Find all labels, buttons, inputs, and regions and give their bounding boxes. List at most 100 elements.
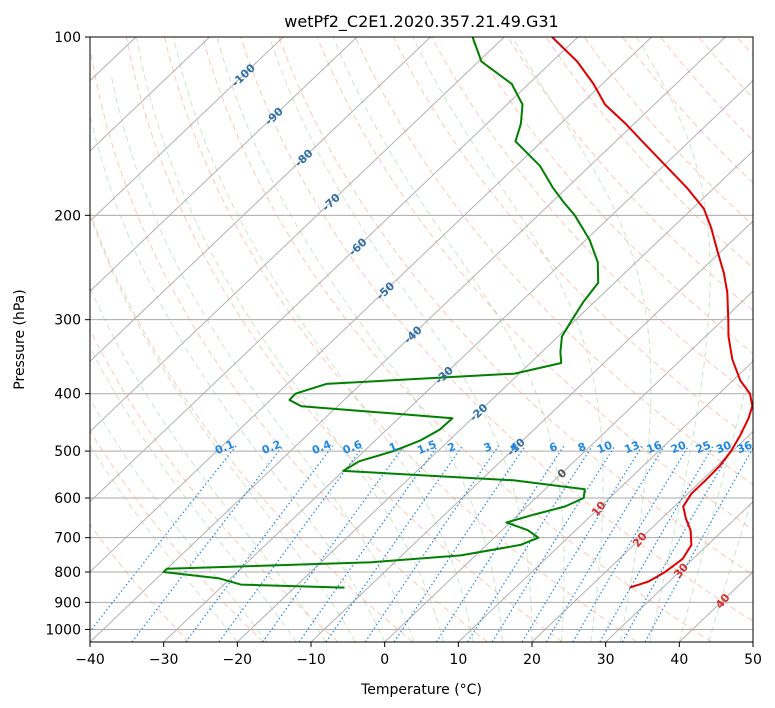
isotherm-line: [457, 360, 753, 642]
dry-adiabat-line: [125, 37, 563, 642]
moist-adiabat-line: [110, 72, 415, 642]
plot-frame: [89, 36, 754, 643]
mixing-ratio-label: 16: [645, 438, 664, 456]
mixing-ratio-line: [90, 445, 237, 633]
mixing-ratio-line: [435, 445, 565, 642]
x-tick-label: −20: [223, 652, 253, 668]
dry-adiabat-line: [660, 37, 753, 142]
moist-adiabat-line: [636, 37, 711, 642]
x-axis-label: Temperature (°C): [360, 682, 482, 698]
line-labels: -100-90-80-70-60-50-40-30-20-10010203040…: [213, 61, 753, 611]
moist-adiabat-line: [511, 37, 652, 642]
x-tick-label: −30: [149, 652, 179, 668]
dry-adiabat-line: [354, 37, 753, 486]
moist-adiabat-line: [172, 37, 474, 642]
x-tick-label: 50: [744, 652, 762, 668]
mixing-ratio-label: 8: [576, 440, 588, 455]
mixing-ratio-label: 0.1: [213, 438, 236, 457]
background-lines: [0, 37, 753, 642]
dewpoint-line: [162, 37, 600, 589]
isotherm-line: [678, 571, 753, 642]
y-tick-label: 800: [54, 565, 81, 581]
isotherm-line: [90, 37, 210, 152]
mixing-ratio-line: [393, 445, 526, 642]
dry-adiabat-line: [90, 523, 190, 642]
mixing-ratio-line: [364, 445, 500, 642]
y-axis-label: Pressure (hPa): [12, 289, 28, 389]
isotherm-line: [90, 37, 431, 363]
plot-area: -100-90-80-70-60-50-40-30-20-10010203040…: [0, 37, 753, 642]
isotherm-line: [90, 37, 579, 503]
dry-adiabat-line: [90, 211, 414, 642]
y-tick-label: 400: [54, 387, 81, 403]
moist-adiabat-line: [90, 346, 297, 642]
moist-adiabat-line: [90, 112, 386, 642]
dry-adiabat-line: [316, 37, 753, 531]
moist-adiabat-line: [678, 355, 753, 642]
x-tick-label: −40: [75, 652, 105, 668]
isotherm-line: [752, 641, 753, 642]
mixing-ratio-label: 3: [482, 440, 494, 455]
dry-adiabat-line: [698, 37, 753, 99]
mixing-ratio-line: [131, 445, 284, 642]
dry-adiabat-line: [90, 45, 488, 642]
moist-adiabat-line: [332, 37, 565, 642]
y-tick-label: 500: [54, 444, 81, 460]
moist-adiabat-line: [412, 37, 604, 642]
temperature-line: [551, 37, 753, 589]
moist-adiabat-line: [90, 397, 268, 642]
isotherm-line: [384, 290, 753, 642]
moist-adiabat-line: [90, 444, 238, 642]
y-tick-label: 300: [54, 313, 81, 329]
isotherm-line: [0, 37, 62, 642]
mixing-ratio-label: 0.2: [260, 438, 283, 457]
isotherm-line: [90, 37, 358, 292]
dry-adiabat-line: [90, 429, 264, 642]
dry-adiabat-line: [621, 37, 753, 184]
dry-adiabat-line: [278, 37, 753, 576]
y-axis: 1000 900 800 700 600 500 400 300 200 100: [45, 30, 90, 638]
y-tick-label: 1000: [45, 622, 81, 638]
isotherm-line: [90, 37, 505, 433]
dry-adiabat-line: [736, 37, 753, 56]
x-tick-label: 10: [449, 652, 467, 668]
mixing-ratio-label: 13: [623, 439, 642, 457]
isotherm-line: [163, 80, 753, 642]
mixing-ratio-label: 20: [669, 438, 688, 456]
moist-adiabat-line: [90, 213, 356, 642]
dry-adiabat-line: [507, 37, 753, 312]
mixing-ratio-label: 2: [446, 440, 458, 455]
dry-adiabat-line: [469, 37, 753, 355]
x-tick-label: 20: [523, 652, 541, 668]
series-layer: [162, 37, 753, 589]
mixing-ratio-label: 1: [387, 440, 399, 455]
mixing-ratio-line: [545, 445, 665, 642]
mixing-ratio-label: 25: [694, 439, 713, 457]
x-tick-label: −10: [296, 652, 326, 668]
moist-adiabat-line: [268, 37, 533, 642]
isotherm-line: [90, 37, 652, 573]
y-tick-label: 100: [54, 30, 81, 46]
y-tick-label: 600: [54, 491, 81, 507]
isotherm-line: [310, 220, 753, 642]
mixing-ratio-label: 30: [714, 438, 733, 456]
mixing-ratio-line: [262, 445, 405, 642]
x-axis: −40 −30 −20 −10 0 10 20 30 40 50: [75, 642, 762, 668]
isotherm-line: [531, 430, 753, 642]
mixing-ratio-label: 10: [595, 438, 614, 456]
mixing-ratio-line: [572, 445, 690, 642]
moist-adiabat-line: [90, 286, 327, 642]
mixing-ratio-line: [644, 447, 753, 642]
y-tick-label: 900: [54, 595, 81, 611]
mixing-ratio-line: [521, 445, 643, 642]
moist-adiabat-line: [216, 37, 503, 642]
isotherm-line: [90, 37, 726, 642]
dry-adiabat-line: [240, 37, 753, 622]
y-tick-label: 200: [54, 208, 81, 224]
isotherm-line: [90, 37, 284, 222]
mixing-ratio-label: 0.4: [310, 438, 333, 457]
moist-adiabat-line: [135, 37, 445, 642]
dry-adiabat-line: [583, 37, 753, 226]
mixing-ratio-line: [466, 445, 593, 642]
